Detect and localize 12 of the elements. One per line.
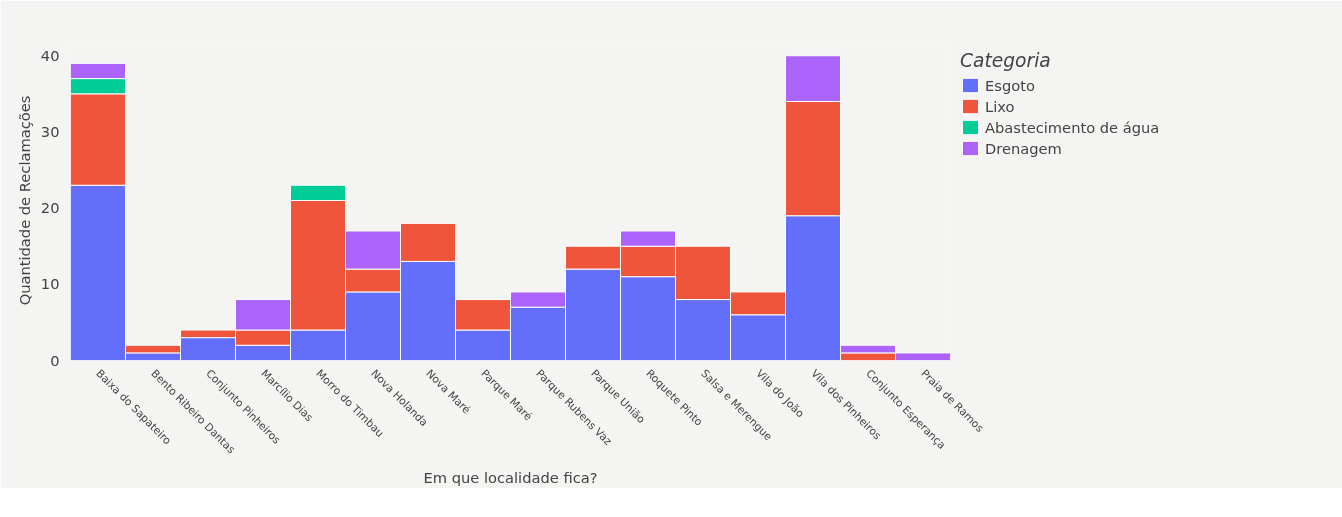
legend-label: Lixo bbox=[985, 97, 1015, 115]
legend-label: Abastecimento de água bbox=[985, 118, 1160, 136]
legend-label: Drenagem bbox=[985, 139, 1062, 157]
y-tick-label: 0 bbox=[50, 351, 60, 369]
y-tick-label: 40 bbox=[40, 46, 60, 64]
y-axis-title: Quantidade de Reclamações bbox=[15, 95, 33, 306]
y-tick-label: 10 bbox=[40, 275, 60, 293]
x-axis-title: Em que localidade fica? bbox=[423, 468, 598, 486]
legend-title: Categoria bbox=[960, 50, 1052, 71]
legend-label: Esgoto bbox=[985, 76, 1035, 94]
y-tick-label: 20 bbox=[40, 199, 60, 217]
y-tick-label: 30 bbox=[40, 122, 60, 140]
